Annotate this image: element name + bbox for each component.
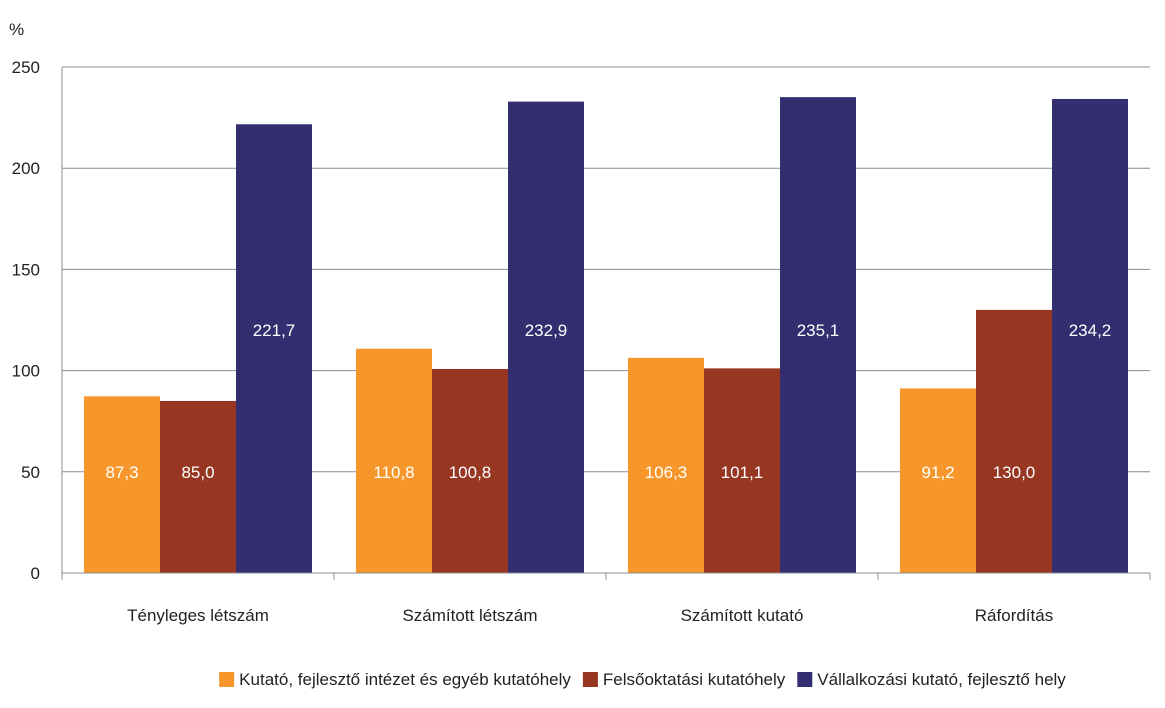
y-axis-tick-labels: 0 50 100 150 200 250 bbox=[12, 58, 40, 583]
bar bbox=[236, 124, 312, 573]
bar bbox=[84, 396, 160, 573]
x-axis bbox=[61, 67, 1151, 580]
bar bbox=[628, 357, 704, 573]
data-label: 91,2 bbox=[921, 463, 954, 482]
x-category-label: Számított létszám bbox=[402, 606, 537, 625]
data-label: 101,1 bbox=[721, 463, 764, 482]
y-tick-label: 250 bbox=[12, 58, 40, 77]
y-tick-label: 100 bbox=[12, 362, 40, 381]
bar bbox=[160, 400, 236, 573]
legend-item: Felsőoktatási kutatóhely bbox=[582, 670, 786, 689]
legend-swatch bbox=[219, 672, 235, 687]
y-tick-label: 0 bbox=[31, 564, 40, 583]
bar bbox=[432, 368, 508, 573]
data-label: 232,9 bbox=[525, 321, 568, 340]
legend-label: Felsőoktatási kutatóhely bbox=[603, 670, 786, 689]
x-axis-category-labels: Tényleges létszám Számított létszám Számít… bbox=[127, 606, 1053, 625]
legend-label: Vállalkozási kutató, fejlesztő hely bbox=[817, 670, 1066, 689]
bar bbox=[508, 101, 584, 573]
bar bbox=[900, 388, 976, 573]
legend: Kutató, fejlesztő intézet és egyéb kutat… bbox=[219, 670, 1066, 689]
bar bbox=[976, 309, 1052, 573]
legend-label: Kutató, fejlesztő intézet és egyéb kutat… bbox=[239, 670, 571, 689]
bar bbox=[780, 97, 856, 574]
data-label: 130,0 bbox=[993, 463, 1036, 482]
legend-swatch bbox=[582, 672, 598, 687]
data-label: 87,3 bbox=[105, 463, 138, 482]
data-label: 110,8 bbox=[373, 463, 414, 482]
bars bbox=[84, 97, 1128, 574]
y-tick-label: 200 bbox=[12, 159, 40, 178]
x-category-label: Számított kutató bbox=[681, 606, 804, 625]
x-category-label: Ráfordítás bbox=[975, 606, 1053, 625]
bar bbox=[356, 348, 432, 573]
bar bbox=[704, 368, 780, 573]
data-label: 234,2 bbox=[1069, 321, 1112, 340]
data-label: 106,3 bbox=[645, 463, 688, 482]
y-tick-label: 50 bbox=[21, 463, 40, 482]
data-labels: 87,3 85,0 221,7 110,8 100,8 232,9 106,3 101,1 23… bbox=[105, 321, 1111, 482]
bar bbox=[1052, 98, 1128, 574]
data-label: 100,8 bbox=[449, 463, 492, 482]
x-category-label: Tényleges létszám bbox=[127, 606, 269, 625]
data-label: 235,1 bbox=[797, 321, 840, 340]
y-axis-unit-label: % bbox=[9, 20, 24, 39]
y-tick-label: 150 bbox=[12, 260, 40, 279]
legend-swatch bbox=[797, 672, 813, 687]
legend-item: Vállalkozási kutató, fejlesztő hely bbox=[797, 670, 1066, 689]
data-label: 85,0 bbox=[181, 463, 214, 482]
legend-item: Kutató, fejlesztő intézet és egyéb kutat… bbox=[219, 670, 571, 689]
data-label: 221,7 bbox=[253, 321, 296, 340]
